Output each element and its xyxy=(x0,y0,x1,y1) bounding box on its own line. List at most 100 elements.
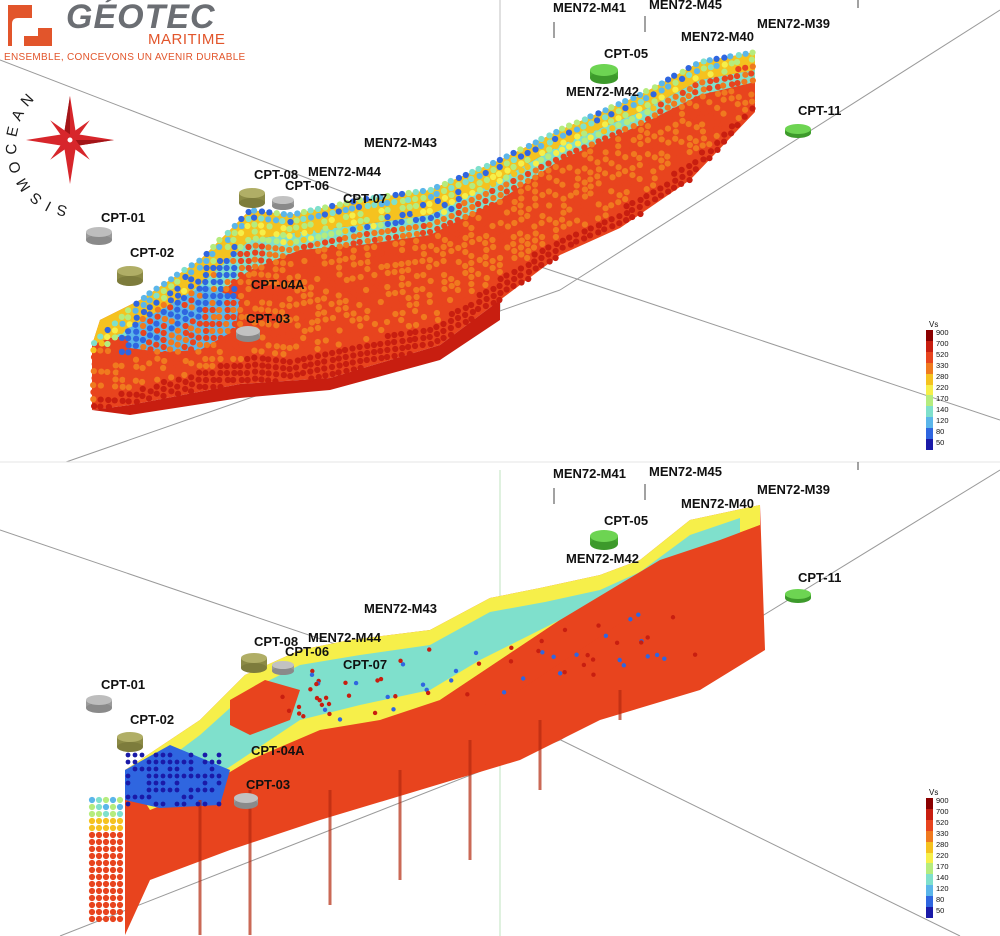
vs-sample-dot xyxy=(314,681,319,687)
vs-sample-dot xyxy=(609,146,616,153)
vs-sample-dot xyxy=(357,364,364,372)
vs-sample-dot xyxy=(628,617,633,622)
vs-sample-dot xyxy=(188,381,196,388)
vs-sample-dot xyxy=(195,348,202,355)
vs-sample-dot xyxy=(462,220,469,228)
vs-sample-dot xyxy=(475,165,482,173)
vs-sample-dot xyxy=(245,236,252,244)
vs-sample-dot xyxy=(650,182,657,189)
vs-sample-dot xyxy=(265,356,272,363)
vs-sample-dot xyxy=(133,370,141,377)
vs-sample-dot xyxy=(231,285,238,293)
vs-sample-dot xyxy=(580,172,587,179)
vs-sample-dot xyxy=(567,227,574,234)
vs-sample-dot xyxy=(614,206,622,213)
vs-sample-dot xyxy=(483,274,490,282)
vs-sample-dot xyxy=(621,168,629,175)
vs-sample-dot xyxy=(259,250,266,257)
vs-sample-dot xyxy=(230,236,237,244)
vs-sample-dot xyxy=(371,348,378,356)
vs-sample-dot xyxy=(503,153,510,160)
bottom-dark-columns xyxy=(198,690,622,935)
vs-sample-dot xyxy=(147,381,154,388)
vs-sample-dot xyxy=(384,220,391,228)
vs-sample-dot xyxy=(174,320,181,327)
vs-sample-dot xyxy=(175,362,182,369)
vs-sample-dot xyxy=(202,313,209,321)
vs-sample-dot xyxy=(476,256,483,264)
vs-sample-dot xyxy=(181,308,188,316)
vs-sample-dot xyxy=(455,265,462,273)
vs-sample-dot xyxy=(623,203,630,210)
vs-sample-dot xyxy=(447,268,454,276)
vs-sample-dot xyxy=(356,196,364,204)
vs-sample-dot xyxy=(272,308,279,315)
vs-sample-dot xyxy=(700,100,707,107)
vs-sample-dot xyxy=(104,368,111,376)
vs-sample-dot xyxy=(573,182,580,189)
vs-sample-dot xyxy=(245,257,252,265)
vs-sample-dot xyxy=(476,207,483,215)
vs-sample-dot xyxy=(329,335,336,343)
vs-sample-dot xyxy=(258,215,265,222)
vs-sample-dot xyxy=(105,403,113,411)
vs-sample-dot xyxy=(560,223,567,230)
vs-sample-dot xyxy=(356,336,363,344)
vs-sample-dot xyxy=(133,384,140,391)
vs-sample-dot xyxy=(384,248,391,256)
vs-sample-dot xyxy=(623,217,630,224)
vs-sample-dot xyxy=(195,313,202,320)
vs-sample-dot xyxy=(252,361,259,368)
vs-sample-dot xyxy=(370,264,377,272)
vs-sample-dot xyxy=(658,178,665,185)
vs-sample-dot xyxy=(734,107,741,115)
vs-sample-dot xyxy=(138,378,146,386)
vs-sample-dot xyxy=(686,99,693,107)
vs-sample-dot xyxy=(250,291,258,298)
vs-sample-dot xyxy=(320,295,328,302)
vs-sample-dot xyxy=(238,376,245,384)
vs-sample-dot xyxy=(147,388,154,395)
vs-sample-dot xyxy=(678,110,686,117)
vs-sample-dot xyxy=(250,207,258,214)
vs-sample-dot xyxy=(335,250,343,257)
vs-sample-dot xyxy=(427,277,434,285)
vs-sample-dot xyxy=(742,85,749,92)
vs-sample-dot xyxy=(390,226,398,234)
vs-sample-dot xyxy=(111,334,119,341)
vs-sample-dot xyxy=(272,217,280,224)
vs-sample-dot xyxy=(307,361,314,368)
vs-sample-dot xyxy=(88,796,96,804)
vs-sample-dot xyxy=(97,361,104,368)
vs-sample-dot xyxy=(383,262,391,270)
vs-sample-dot xyxy=(496,163,503,171)
vs-sample-dot xyxy=(545,251,552,258)
vs-sample-dot xyxy=(468,175,475,183)
vs-sample-dot xyxy=(231,362,238,370)
vs-sample-dot xyxy=(643,95,650,102)
vs-sample-dot xyxy=(167,304,174,311)
vs-sample-dot xyxy=(545,153,552,160)
vs-sample-dot xyxy=(88,901,96,909)
vs-sample-dot xyxy=(91,403,98,410)
vs-sample-dot xyxy=(202,292,209,300)
vs-sample-dot xyxy=(622,154,629,161)
vs-sample-dot xyxy=(272,378,279,385)
vs-sample-dot xyxy=(434,337,441,345)
vs-sample-dot xyxy=(720,117,727,124)
vs-sample-dot xyxy=(609,174,616,181)
vs-sample-dot xyxy=(257,222,265,229)
vs-sample-dot xyxy=(644,102,651,109)
vs-sample-dot xyxy=(118,341,126,348)
vs-sample-dot xyxy=(427,214,435,222)
vs-sample-dot xyxy=(217,292,224,300)
vs-sample-dot xyxy=(265,370,272,377)
vs-sample-dot xyxy=(132,377,139,384)
vs-sample-dot xyxy=(490,243,497,251)
vs-sample-dot xyxy=(371,215,378,223)
vs-sample-dot xyxy=(147,346,154,353)
vs-sample-dot xyxy=(125,335,132,342)
vs-sample-dot xyxy=(307,305,314,312)
vs-sample-dot xyxy=(245,320,252,328)
vs-sample-dot xyxy=(102,803,110,811)
